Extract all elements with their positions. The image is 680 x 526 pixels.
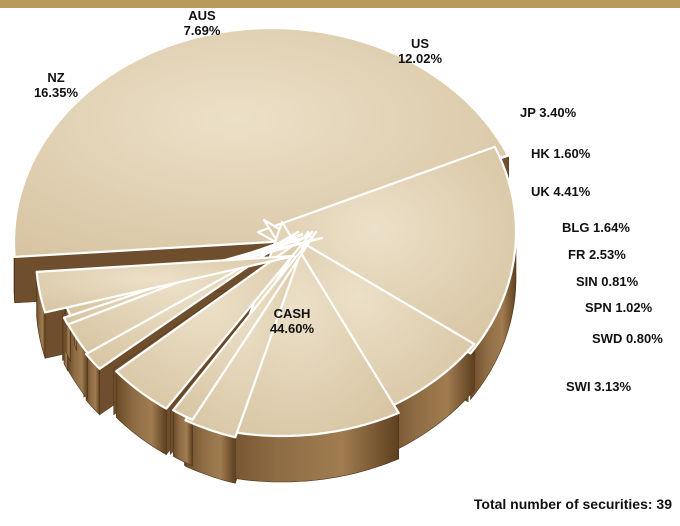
slice-label-cash: CASH 44.60% bbox=[270, 306, 315, 336]
slice-label-jp: JP 3.40% bbox=[520, 105, 577, 120]
slice-label-nz: NZ 16.35% bbox=[34, 70, 79, 100]
slice-nz bbox=[256, 145, 518, 355]
total-securities-label: Total number of securities: 39 bbox=[473, 496, 672, 512]
slice-label-blg: BLG 1.64% bbox=[562, 220, 630, 235]
slice-label-spn: SPN 1.02% bbox=[585, 300, 653, 315]
slice-aus bbox=[262, 218, 476, 411]
slice-label-aus: AUS 7.69% bbox=[184, 8, 221, 38]
slice-label-hk: HK 1.60% bbox=[531, 146, 591, 161]
header-bar bbox=[0, 0, 680, 8]
slice-label-uk: UK 4.41% bbox=[531, 184, 591, 199]
slice-label-swd: SWD 0.80% bbox=[592, 331, 663, 346]
slice-hk bbox=[172, 230, 318, 421]
slice-label-us: US 12.02% bbox=[398, 36, 443, 66]
slice-label-sin: SIN 0.81% bbox=[576, 274, 639, 289]
slice-label-swi: SWI 3.13% bbox=[566, 379, 631, 394]
slice-label-fr: FR 2.53% bbox=[568, 247, 626, 262]
slice-uk bbox=[115, 230, 314, 410]
slice-us bbox=[209, 220, 400, 438]
slice-swi bbox=[35, 254, 296, 314]
